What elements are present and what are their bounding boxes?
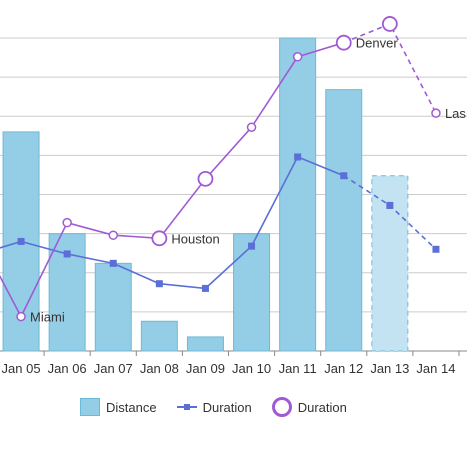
data-point: [340, 172, 348, 180]
data-point: [197, 170, 214, 187]
point-label: Denver: [356, 36, 399, 51]
x-tick-label: Jan 05: [2, 361, 41, 376]
x-tick-label: Jan 06: [48, 361, 87, 376]
bar-swatch-icon: [80, 398, 100, 416]
data-point: [246, 122, 257, 132]
bar: [279, 37, 317, 352]
x-axis: Jan 05 Jan 06 Jan 07 Jan 08 Jan 09 Jan 10 Jan …: [2, 351, 460, 376]
legend-item-duration[interactable]: Duration: [176, 399, 252, 415]
data-point: [292, 52, 303, 62]
data-point: [431, 108, 441, 118]
data-point: [294, 153, 302, 161]
bar: [94, 262, 132, 352]
data-point: [109, 259, 117, 267]
legend-label-distance: Distance: [106, 399, 157, 415]
point-label: Miami: [30, 310, 65, 325]
data-point: [386, 201, 394, 209]
data-point: [108, 230, 118, 240]
x-tick-label: Jan 09: [186, 361, 225, 376]
x-tick-label: Jan 08: [140, 361, 179, 376]
legend-label-duration: Duration: [202, 399, 252, 415]
legend-item-distance[interactable]: Distance: [80, 398, 157, 416]
data-point: [335, 34, 352, 51]
data-point: [63, 250, 71, 258]
bar: [325, 89, 363, 352]
bar: [140, 320, 178, 352]
bar: [233, 233, 271, 352]
x-tick-label: Jan 11: [279, 361, 317, 376]
legend: Distance Duration Duration: [80, 396, 347, 418]
data-point: [17, 237, 25, 245]
legend-item-duration-circle[interactable]: Duration: [271, 397, 347, 417]
point-labels: Miami Houston Denver Las: [30, 36, 466, 325]
distance-bars: [2, 37, 409, 352]
data-point: [16, 311, 26, 322]
data-point: [151, 230, 168, 247]
duration-line-series: [0, 153, 440, 292]
data-point: [248, 242, 256, 250]
x-tick-label: Jan 10: [232, 361, 271, 376]
data-point: [62, 217, 72, 228]
data-point: [201, 284, 209, 292]
bar: [186, 336, 224, 352]
x-tick-label: Jan 12: [324, 361, 363, 376]
duration-circle-line-series: [0, 16, 441, 322]
line-circle-swatch-icon: [271, 397, 292, 417]
legend-label-duration-circle: Duration: [297, 399, 347, 415]
x-tick-label: Jan 13: [370, 361, 409, 376]
data-point: [381, 16, 398, 32]
data-point: [155, 280, 163, 288]
point-label: Las: [445, 106, 466, 121]
x-tick-label: Jan 07: [94, 361, 133, 376]
line-square-swatch-icon: [176, 401, 197, 413]
data-point: [432, 245, 440, 253]
point-label: Houston: [171, 231, 219, 246]
x-tick-label: Jan 14: [416, 361, 455, 376]
